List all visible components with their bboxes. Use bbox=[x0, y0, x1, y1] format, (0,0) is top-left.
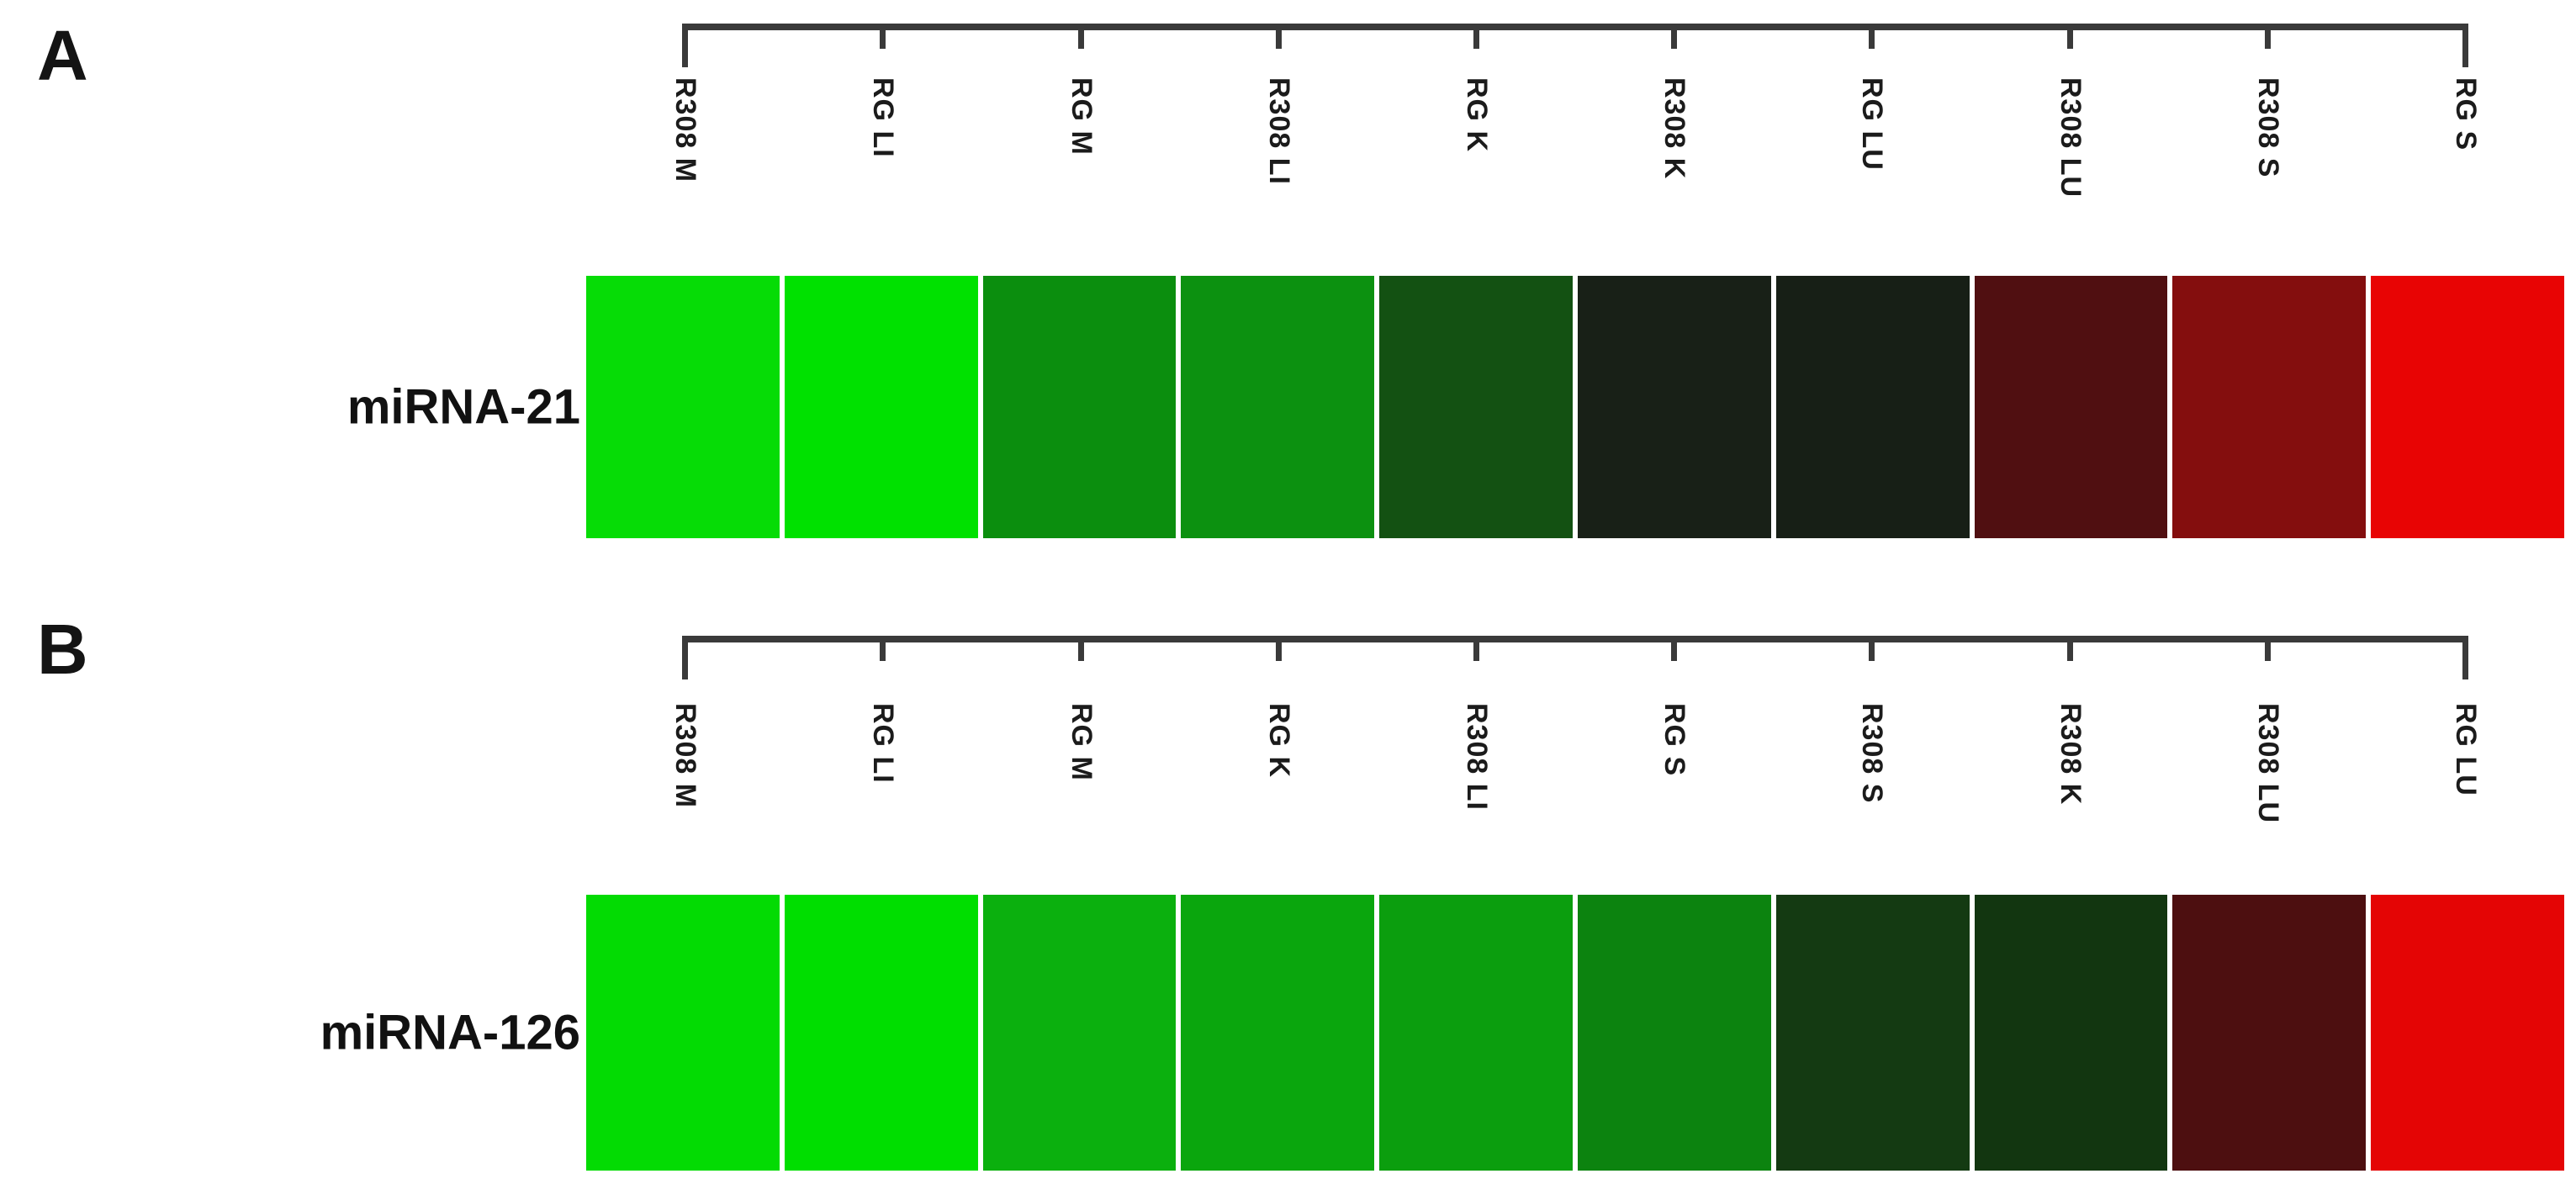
column-label-text: RG M bbox=[1065, 703, 1098, 781]
heatmap-cell bbox=[1775, 276, 1970, 538]
column-label-text: RG LI bbox=[867, 77, 900, 158]
heatmap-cell bbox=[2172, 895, 2367, 1171]
heatmap-cell bbox=[1577, 895, 1771, 1171]
column-label: RG S bbox=[1658, 703, 1692, 776]
column-label: RG LU bbox=[2450, 703, 2483, 796]
heatmap-cell bbox=[982, 276, 1177, 538]
column-label-text: RG M bbox=[1065, 77, 1098, 156]
heatmap-cell bbox=[2371, 276, 2564, 538]
bracket-tick bbox=[1671, 636, 1678, 661]
column-label-text: R308 LI bbox=[1460, 703, 1493, 811]
heatmap-cell bbox=[1974, 895, 2168, 1171]
bracket-end-cap bbox=[2462, 636, 2468, 679]
column-label: RG LI bbox=[867, 703, 901, 784]
column-label-text: R308 S bbox=[2251, 77, 2284, 178]
column-label: R308 LU bbox=[2252, 703, 2286, 823]
column-label-text: RG LI bbox=[867, 703, 900, 784]
panel-a-heatmap-row bbox=[586, 276, 2564, 538]
column-label-text: R308 LI bbox=[1262, 77, 1295, 185]
bracket-tick bbox=[1275, 636, 1282, 661]
bracket-tick bbox=[2066, 24, 2073, 49]
panel-b-row-label: miRNA-126 bbox=[320, 1005, 580, 1060]
bracket-tick bbox=[880, 24, 886, 49]
column-label: R308 K bbox=[1658, 77, 1692, 179]
column-label-text: R308 K bbox=[2054, 703, 2087, 806]
heatmap-cell bbox=[586, 276, 780, 538]
column-label: R308 K bbox=[2055, 703, 2088, 805]
column-label: R308 LI bbox=[1263, 77, 1297, 185]
column-label: R308 M bbox=[669, 77, 703, 182]
heatmap-cell bbox=[1577, 276, 1771, 538]
column-label-text: RG S bbox=[1658, 703, 1691, 777]
bracket-tick bbox=[1473, 636, 1479, 661]
heatmap-cell bbox=[586, 895, 780, 1171]
bracket-end-cap bbox=[2462, 24, 2468, 67]
bracket-tick bbox=[1077, 24, 1084, 49]
column-label-text: R308 LU bbox=[2054, 77, 2087, 198]
bracket-tick bbox=[2264, 24, 2271, 49]
column-label-text: R308 M bbox=[669, 703, 702, 809]
column-label-text: RG K bbox=[1460, 77, 1493, 152]
heatmap-cell bbox=[1775, 895, 1970, 1171]
column-label-text: R308 K bbox=[1658, 77, 1691, 180]
bracket-tick bbox=[1869, 24, 1875, 49]
column-label: RG LI bbox=[867, 77, 901, 158]
column-label-text: RG LU bbox=[2449, 703, 2482, 796]
column-label: RG LU bbox=[1856, 77, 1890, 171]
panel-b-letter: B bbox=[37, 610, 88, 689]
column-label-text: R308 M bbox=[669, 77, 702, 183]
column-label: R308 LI bbox=[1461, 703, 1494, 811]
column-label: RG K bbox=[1461, 77, 1494, 152]
bracket-line bbox=[681, 636, 2469, 642]
panel-a-letter: A bbox=[37, 16, 88, 95]
panel-b-heatmap-row bbox=[586, 895, 2564, 1171]
bracket-tick bbox=[1077, 636, 1084, 661]
column-label: R308 S bbox=[1856, 703, 1890, 803]
bracket-line bbox=[681, 24, 2469, 30]
bracket-tick bbox=[1275, 24, 1282, 49]
heatmap-cell bbox=[1181, 895, 1375, 1171]
bracket-tick bbox=[880, 636, 886, 661]
column-label: RG M bbox=[1066, 77, 1099, 156]
heatmap-cell bbox=[982, 895, 1177, 1171]
bracket-tick bbox=[2066, 636, 2073, 661]
column-label: R308 S bbox=[2252, 77, 2286, 177]
column-label: R308 LU bbox=[2055, 77, 2088, 198]
column-label-text: RG S bbox=[2449, 77, 2482, 151]
heatmap-cell bbox=[1379, 895, 1573, 1171]
bracket-tick bbox=[1671, 24, 1678, 49]
column-label-text: RG LU bbox=[1856, 77, 1889, 171]
column-label-text: R308 LU bbox=[2251, 703, 2284, 824]
heatmap-cell bbox=[784, 276, 978, 538]
column-label: R308 M bbox=[669, 703, 703, 808]
heatmap-cell bbox=[784, 895, 978, 1171]
heatmap-cell bbox=[1974, 276, 2168, 538]
bracket-tick bbox=[2264, 636, 2271, 661]
column-label-text: R308 S bbox=[1856, 703, 1889, 804]
column-label: RG K bbox=[1263, 703, 1297, 778]
heatmap-cell bbox=[1181, 276, 1375, 538]
heatmap-cell bbox=[1379, 276, 1573, 538]
panel-a-row-label: miRNA-21 bbox=[346, 379, 580, 435]
bracket-tick bbox=[1473, 24, 1479, 49]
column-label: RG M bbox=[1066, 703, 1099, 781]
heatmap-cell bbox=[2172, 276, 2367, 538]
column-label: RG S bbox=[2450, 77, 2483, 151]
column-label-text: RG K bbox=[1262, 703, 1295, 778]
heatmap-cell bbox=[2371, 895, 2564, 1171]
bracket-tick bbox=[1869, 636, 1875, 661]
bracket-end-cap bbox=[682, 636, 689, 679]
bracket-end-cap bbox=[682, 24, 689, 67]
